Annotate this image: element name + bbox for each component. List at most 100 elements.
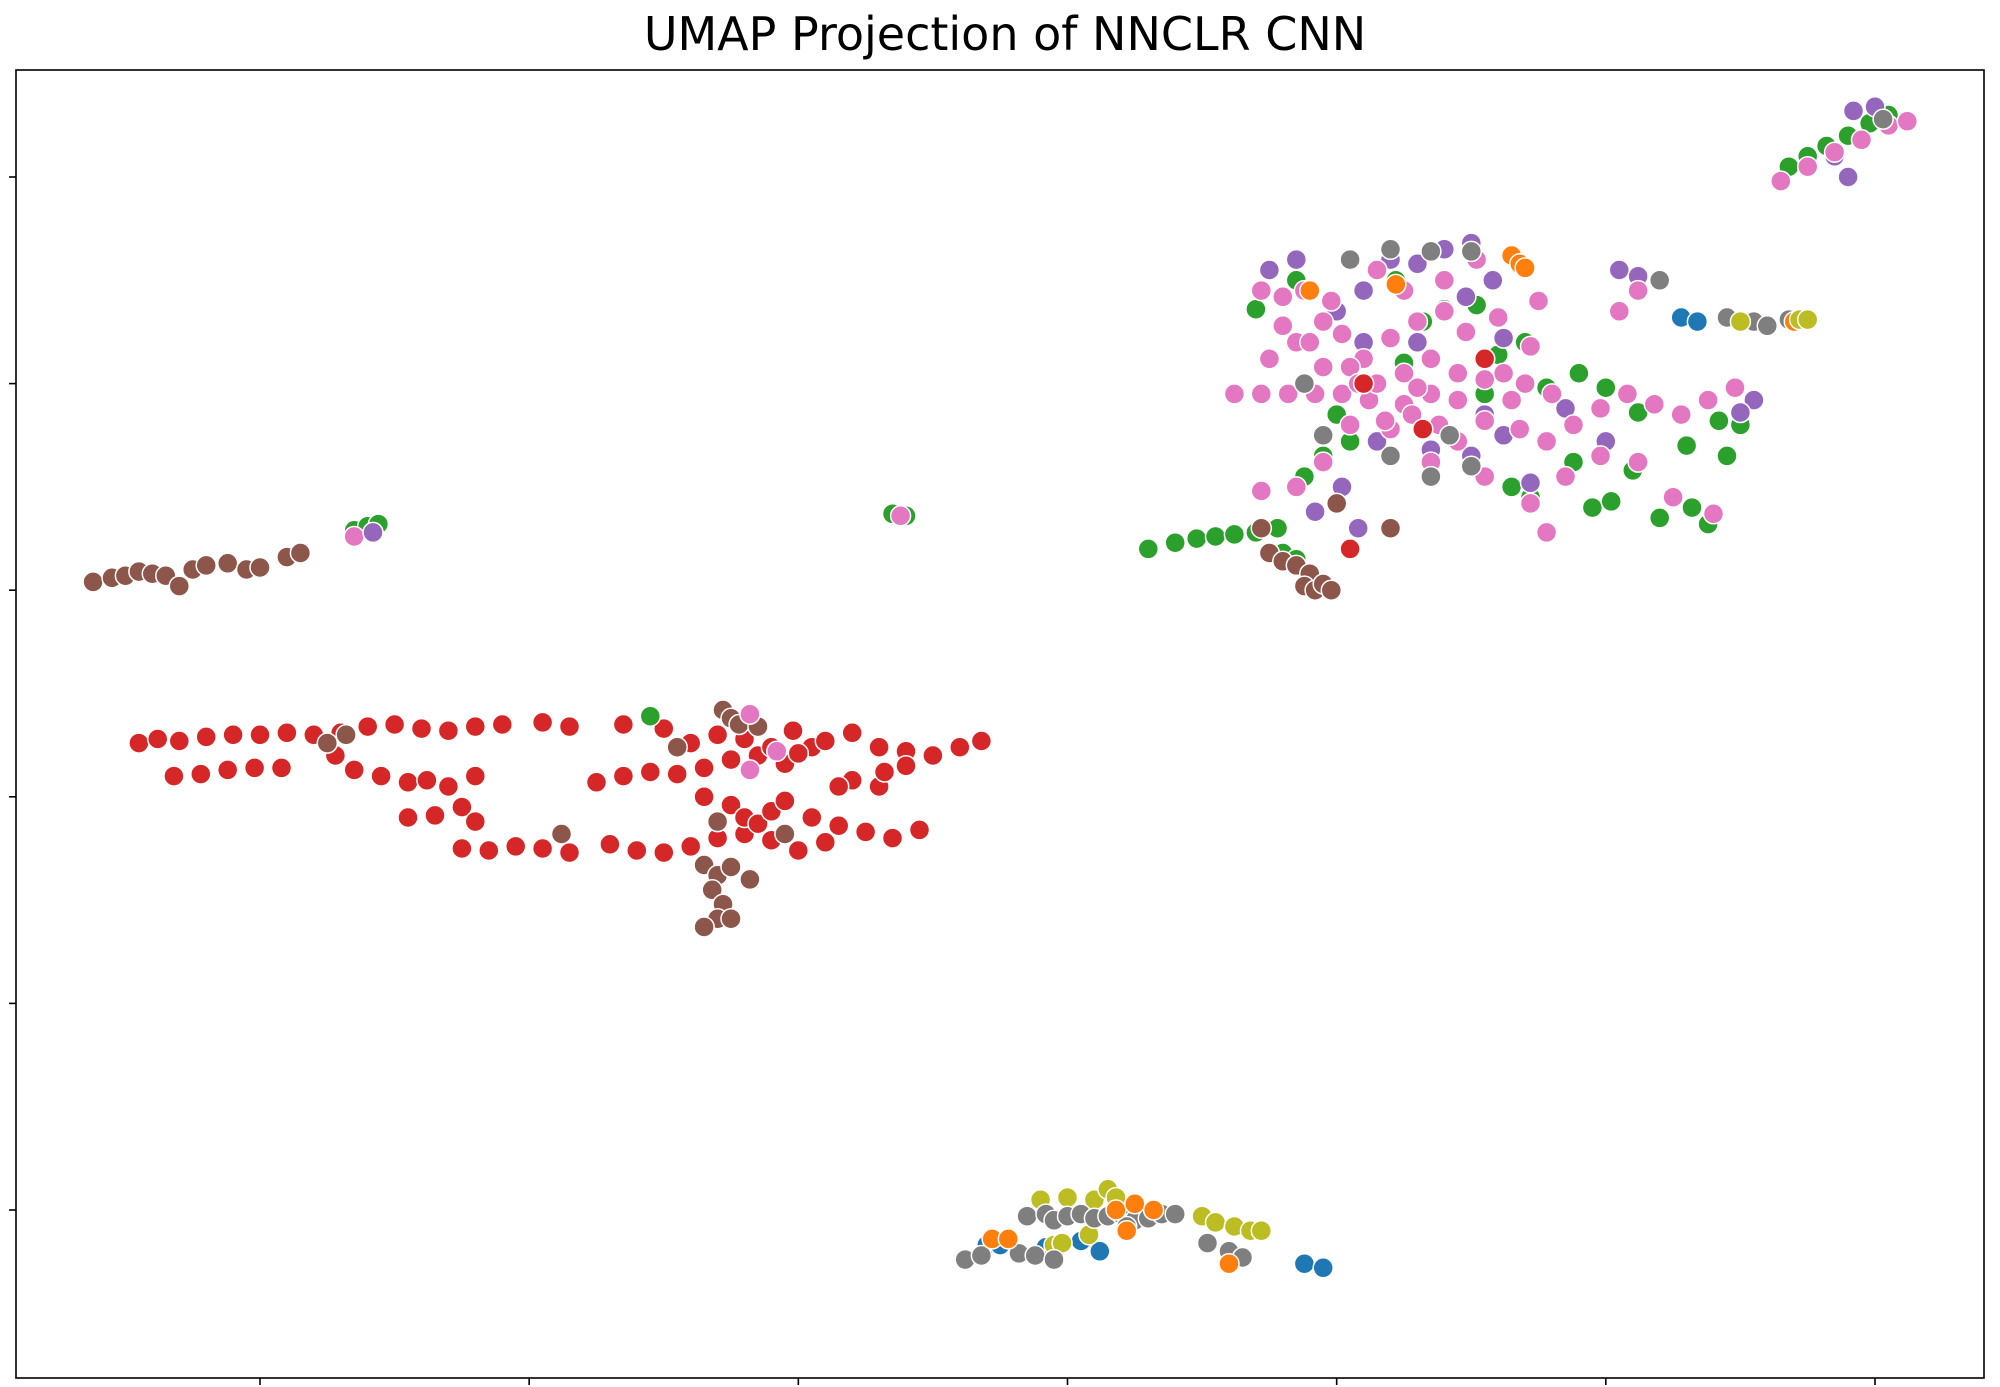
data-point-gray-12-14 bbox=[1420, 465, 1442, 488]
data-point-pink-11-13 bbox=[1527, 290, 1550, 312]
data-point-pink-11-53 bbox=[1339, 414, 1361, 436]
data-point-red-4-75 bbox=[827, 814, 850, 837]
data-point-red-14-0 bbox=[1352, 372, 1375, 395]
data-point-red-4-3 bbox=[195, 726, 217, 748]
data-point-green-9-25 bbox=[1648, 507, 1671, 529]
data-point-pink-11-47 bbox=[1589, 445, 1612, 467]
data-point-gray-12-10 bbox=[1293, 372, 1316, 395]
data-point-green-9-4 bbox=[1223, 523, 1246, 546]
data-point-red-4-74 bbox=[801, 806, 823, 829]
data-point-orange-19-5 bbox=[1218, 1252, 1240, 1275]
data-point-red-4-81 bbox=[895, 755, 917, 777]
data-point-purple-10-5 bbox=[1406, 253, 1429, 275]
data-point-purple-10-31 bbox=[1837, 166, 1859, 188]
data-point-pink-11-60 bbox=[1374, 410, 1396, 432]
data-point-pink-11-54 bbox=[1312, 451, 1334, 473]
data-point-red-4-38 bbox=[599, 833, 621, 856]
data-point-red-4-23 bbox=[343, 759, 365, 781]
data-point-orange-19-1 bbox=[997, 1228, 1020, 1250]
data-point-red-4-1 bbox=[146, 728, 169, 750]
data-point-pink-11-43 bbox=[1724, 376, 1746, 399]
data-point-green-9-23 bbox=[1600, 490, 1622, 513]
data-point-pink-11-37 bbox=[1562, 414, 1585, 436]
data-point-red-14-1 bbox=[1473, 348, 1496, 370]
data-point-gray-12-1 bbox=[1379, 238, 1402, 261]
data-point-gray-18-16 bbox=[1024, 1244, 1046, 1267]
data-point-orange-19-2 bbox=[1105, 1199, 1127, 1221]
data-point-red-4-46 bbox=[814, 831, 837, 854]
data-point-brown-5-16 bbox=[720, 907, 742, 930]
data-point-pink-11-4 bbox=[1331, 323, 1353, 345]
data-point-red-4-34 bbox=[478, 839, 500, 862]
data-point-red-4-18 bbox=[190, 763, 212, 785]
data-point-pink-11-32 bbox=[1420, 348, 1442, 370]
data-point-green-9-22 bbox=[1581, 496, 1604, 519]
data-point-brown-5-13 bbox=[701, 879, 723, 901]
data-point-pink-11-76 bbox=[1850, 129, 1873, 151]
data-point-green-9-1 bbox=[1164, 531, 1186, 554]
scatter-points bbox=[82, 96, 1919, 1279]
data-point-brown-0-6 bbox=[168, 575, 191, 597]
data-point-purple-10-0 bbox=[1258, 259, 1281, 281]
data-point-red-4-19 bbox=[216, 759, 239, 781]
data-point-pink-11-33 bbox=[1447, 362, 1469, 385]
data-point-red-4-16 bbox=[558, 715, 581, 738]
data-point-pink-11-15 bbox=[1500, 389, 1523, 411]
data-point-pink-11-65 bbox=[1433, 269, 1456, 292]
data-point-pink-11-69 bbox=[1406, 376, 1429, 399]
data-point-gray-18-2 bbox=[1016, 1205, 1038, 1227]
data-point-brown-0-0 bbox=[82, 571, 104, 593]
data-point-red-4-83 bbox=[693, 786, 715, 808]
data-point-red-4-29 bbox=[397, 806, 419, 829]
data-point-pink-11-6 bbox=[1379, 327, 1402, 349]
data-point-pink-11-35 bbox=[1508, 418, 1531, 440]
data-point-pink-11-71 bbox=[1627, 279, 1649, 302]
plot-frame bbox=[15, 69, 1985, 1379]
data-point-red-4-21 bbox=[270, 757, 293, 779]
data-point-green-9-33 bbox=[1595, 376, 1617, 399]
data-point-pink-11-58 bbox=[1299, 331, 1321, 354]
data-point-green-9-32 bbox=[1568, 362, 1590, 385]
data-point-green-9-36 bbox=[1708, 410, 1730, 432]
data-point-brown-15-7 bbox=[1320, 579, 1343, 601]
data-point-pink-2-0 bbox=[343, 525, 365, 548]
data-point-gray-12-7 bbox=[1756, 315, 1779, 337]
data-point-red-4-12 bbox=[437, 719, 460, 742]
data-point-brown-5-17 bbox=[693, 916, 715, 938]
data-point-red-4-32 bbox=[464, 810, 487, 833]
data-point-brown-15-9 bbox=[1379, 517, 1402, 539]
data-point-gray-12-11 bbox=[1312, 424, 1334, 447]
data-point-pink-11-41 bbox=[1670, 403, 1692, 426]
data-point-orange-13-1 bbox=[1385, 273, 1407, 296]
data-point-red-4-82 bbox=[873, 761, 896, 783]
data-point-orange-19-6 bbox=[1115, 1219, 1138, 1242]
data-point-red-4-25 bbox=[397, 771, 419, 794]
data-point-brown-5-11 bbox=[720, 856, 742, 878]
data-point-red-4-85 bbox=[612, 713, 635, 736]
data-point-brown-0-13 bbox=[289, 542, 312, 564]
data-point-red-4-6 bbox=[276, 722, 298, 744]
data-point-purple-10-28 bbox=[1492, 327, 1515, 349]
data-point-pink-11-8 bbox=[1433, 300, 1456, 323]
data-point-red-4-15 bbox=[531, 711, 554, 734]
data-point-pink-11-25 bbox=[1223, 383, 1246, 405]
data-point-red-4-45 bbox=[787, 839, 810, 862]
data-point-pink-11-38 bbox=[1589, 397, 1612, 420]
data-point-pink-11-34 bbox=[1473, 368, 1496, 391]
data-point-pink-11-72 bbox=[1535, 521, 1558, 544]
data-point-gray-12-3 bbox=[1460, 240, 1483, 263]
data-point-red-4-64 bbox=[868, 736, 890, 758]
data-point-red-4-66 bbox=[922, 744, 944, 767]
data-point-red-4-5 bbox=[249, 724, 271, 746]
data-point-purple-10-17 bbox=[1304, 500, 1326, 523]
data-point-red-4-10 bbox=[383, 713, 406, 736]
data-point-purple-10-18 bbox=[1608, 259, 1631, 281]
data-point-pink-11-42 bbox=[1697, 389, 1719, 411]
data-point-red-4-69 bbox=[720, 794, 742, 816]
data-point-red-4-78 bbox=[908, 819, 931, 841]
data-point-purple-10-22 bbox=[1842, 100, 1865, 122]
data-point-brown-15-10 bbox=[1325, 492, 1348, 515]
data-point-pink-11-17 bbox=[1447, 389, 1469, 411]
data-point-brown-5-12 bbox=[739, 868, 761, 891]
data-point-blue-16-7 bbox=[1312, 1257, 1334, 1279]
